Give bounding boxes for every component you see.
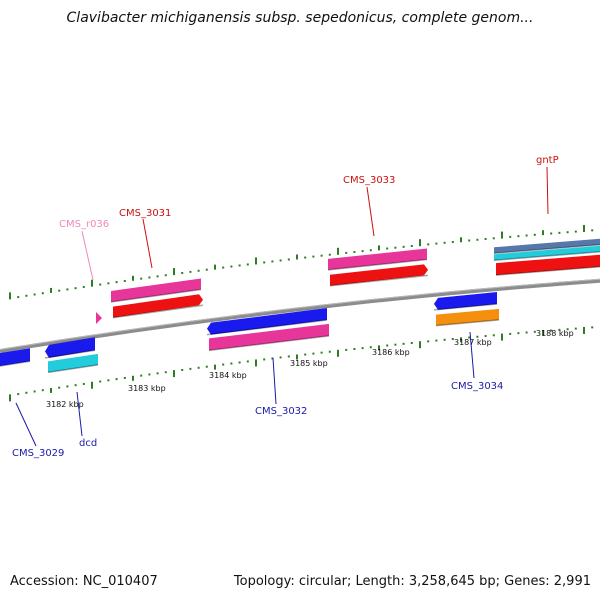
gene-gntp-shade [495,266,600,276]
gene-cms-3031-upper-shade [110,288,202,303]
scale-label: 3188 kbp [536,329,574,338]
gene-cms-3032-lower-shade [208,335,330,352]
gene-gntp [496,254,600,276]
gene-cms-3032 [207,308,327,335]
gene-label-cms-3031[interactable]: CMS_3031 [119,208,171,219]
gene-cms-3034 [434,292,497,310]
gene-dcd [45,337,95,358]
map-title: Clavibacter michiganensis subsp. sepedon… [66,10,534,26]
leader-cms-3033 [366,186,375,237]
gene-cms-3032-shade [206,319,328,336]
leader-gntp [546,166,549,215]
gene-gntp-steel [494,238,600,254]
gene-gntp-steel-shade [493,244,600,255]
scale-label: 3185 kbp [290,359,328,368]
scale-label: 3184 kbp [209,371,247,380]
tick-row-upper [9,224,594,300]
scale-label: 3182 kbp [46,400,84,409]
gene-cms-3034-shade [433,303,498,311]
label-leaders [15,166,549,447]
scale-label: 3187 kbp [454,338,492,347]
gene-cms-3032-lower [209,323,329,351]
leader-cms-3034 [469,331,475,379]
rna-cms-r036-marker [96,312,102,324]
tick-row-lower [9,326,594,402]
leader-cms-3032 [272,357,277,405]
gene-features[interactable] [0,238,600,374]
gene-cms-3034-lower-shade [435,319,500,327]
scale-label: 3186 kbp [372,348,410,357]
gene-cms-3033 [330,264,428,286]
gene-label-cms-3033[interactable]: CMS_3033 [343,175,395,186]
gene-gntp-cyan-shade [493,251,600,262]
gene-cms-3033-shade [329,274,429,287]
genome-summary-text: Topology: circular; Length: 3,258,645 bp… [233,574,591,589]
genome-backbone [0,278,600,353]
scale-labels: 3182 kbp 3183 kbp 3184 kbp 3185 kbp 3186… [46,329,574,409]
gene-dcd-shade [44,349,96,359]
gene-cms-3031-shade [112,304,204,319]
gene-dcd-lower-shade [47,364,99,374]
leader-cms-r036 [81,230,94,281]
backbone-line [0,278,600,353]
gene-label-cms-r036[interactable]: CMS_r036 [59,219,109,230]
leader-cms-3031 [142,218,153,269]
leader-dcd [76,391,83,437]
scale-label: 3183 kbp [128,384,166,393]
gene-dcd-lower [48,353,98,373]
gene-cms-3033-upper-shade [327,258,428,271]
gene-cms-3031-upper [111,278,201,302]
gene-cms-3031 [113,294,203,318]
gene-cms-3033-upper [328,248,427,270]
accession-text: Accession: NC_010407 [10,574,158,589]
gene-label-cms-3032[interactable]: CMS_3032 [255,406,307,417]
gene-cms-3029-shade [0,360,31,367]
gene-label-dcd[interactable]: dcd [79,438,97,449]
gene-label-cms-3029[interactable]: CMS_3029 [12,448,64,459]
gene-label-gntp[interactable]: gntP [536,155,559,166]
backbone-highlight [0,278,600,350]
gene-cms-3034-lower [436,308,499,326]
gene-cms-3029 [0,348,30,366]
gene-label-cms-3034[interactable]: CMS_3034 [451,381,503,392]
leader-cms-3029 [15,402,37,447]
gene-gntp-cyan [494,245,600,261]
gene-labels[interactable]: CMS_r036 CMS_3031 CMS_3033 gntP CMS_3029… [12,155,559,459]
